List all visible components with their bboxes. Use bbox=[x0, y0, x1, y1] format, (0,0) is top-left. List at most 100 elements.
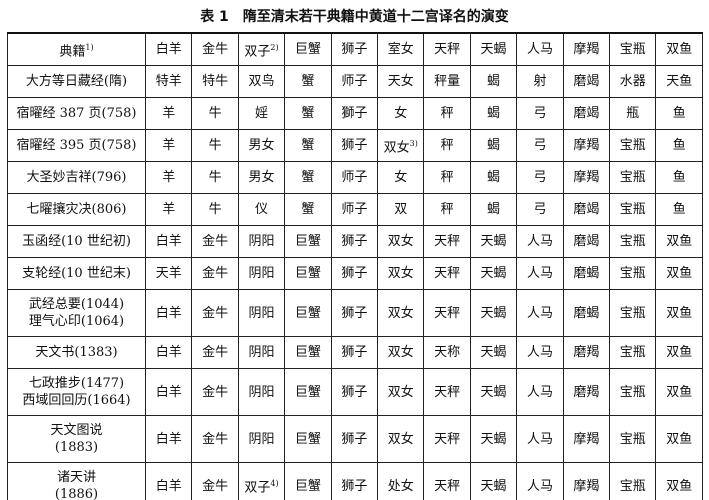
name-cell: 天秤 bbox=[423, 289, 471, 337]
name-cell: 师子 bbox=[330, 193, 379, 226]
name-cell: 双 bbox=[377, 193, 425, 226]
cell-text: 双鱼 bbox=[666, 478, 693, 494]
name-cell: 巨蟹 bbox=[284, 225, 332, 258]
cell-text: 秤 bbox=[440, 106, 454, 121]
cell-text: 牛 bbox=[208, 170, 222, 185]
name-cell: 巨蟹 bbox=[284, 257, 332, 290]
name-cell: 处女 bbox=[377, 462, 425, 500]
name-cell: 天女 bbox=[377, 65, 425, 98]
cell-text: 双女 bbox=[383, 140, 410, 156]
cell-text: 蟹 bbox=[301, 202, 315, 217]
name-cell: 婬 bbox=[237, 97, 286, 130]
cell-text: 阴阳 bbox=[248, 431, 275, 447]
name-cell: 磨竭 bbox=[562, 225, 611, 258]
cell-text: 磨羯 bbox=[573, 384, 600, 400]
cell-text: 女 bbox=[394, 170, 408, 185]
source-line: 七政推步(1477) bbox=[28, 376, 125, 391]
name-cell: 宝瓶 bbox=[609, 257, 657, 290]
name-cell: 天蝎 bbox=[469, 225, 518, 258]
cell-text: 蝎 bbox=[487, 202, 501, 217]
cell-text: 白羊 bbox=[155, 478, 182, 494]
name-cell: 宝瓶 bbox=[609, 336, 657, 369]
cell-text: 双女 bbox=[387, 431, 414, 447]
source-line: 七曜攘灾决(806) bbox=[26, 202, 127, 217]
name-cell: 双女 bbox=[377, 225, 425, 258]
cell-text: 双鸟 bbox=[248, 74, 275, 89]
cell-text: 男女 bbox=[248, 170, 275, 185]
cell-text: 狮子 bbox=[341, 234, 368, 249]
name-cell: 蝎 bbox=[469, 97, 518, 130]
footnote-mark: 1) bbox=[85, 42, 94, 52]
name-cell: 狮子 bbox=[330, 368, 379, 416]
name-cell: 摩羯 bbox=[562, 129, 611, 162]
header-cell: 天蝎 bbox=[469, 32, 518, 66]
cell-text: 金牛 bbox=[202, 431, 229, 447]
name-cell: 鱼 bbox=[655, 161, 703, 194]
cell-text: 天秤 bbox=[434, 431, 461, 447]
cell-text: 双鱼 bbox=[666, 42, 693, 57]
source-line: 支轮经(10 世纪末) bbox=[22, 266, 131, 281]
name-cell: 白羊 bbox=[144, 289, 193, 337]
cell-text: 弓 bbox=[533, 138, 547, 153]
zodiac-table: 典籍1) 白羊 金牛 双子2) 巨蟹 狮子 室女 天秤 天蝎 人马 摩羯 宝瓶 双鱼 大方等日藏经(隋) 特… bbox=[7, 32, 703, 500]
name-cell: 人马 bbox=[516, 289, 564, 337]
cell-text: 狮子 bbox=[341, 42, 368, 57]
cell-text: 处女 bbox=[387, 478, 414, 494]
name-cell: 白羊 bbox=[144, 336, 193, 369]
table-title: 表 1 隋至清末若干典籍中黄道十二宫译名的演变 bbox=[200, 9, 509, 25]
name-cell: 天称 bbox=[423, 336, 471, 369]
name-cell: 宝瓶 bbox=[609, 289, 657, 337]
cell-text: 师子 bbox=[341, 202, 368, 217]
name-cell: 双鱼 bbox=[655, 336, 703, 369]
cell-text: 天秤 bbox=[434, 266, 461, 281]
name-cell: 羊 bbox=[144, 193, 193, 226]
cell-text: 摩羯 bbox=[573, 431, 600, 447]
header-cell: 双鱼 bbox=[655, 32, 703, 66]
name-cell: 金牛 bbox=[191, 336, 239, 369]
cell-text: 白羊 bbox=[155, 384, 182, 400]
cell-text: 蟹 bbox=[301, 138, 315, 153]
cell-text: 宝瓶 bbox=[619, 234, 646, 249]
cell-text: 巨蟹 bbox=[294, 266, 321, 281]
name-cell: 弓 bbox=[516, 129, 564, 162]
header-cell: 人马 bbox=[516, 32, 564, 66]
cell-text: 磨羯 bbox=[573, 345, 600, 360]
cell-text: 瓶 bbox=[626, 106, 640, 121]
name-cell: 狮子 bbox=[330, 415, 379, 463]
cell-text: 宝瓶 bbox=[619, 431, 646, 447]
source-cell: 大方等日藏经(隋) bbox=[7, 65, 146, 98]
name-cell: 磨竭 bbox=[562, 65, 611, 98]
name-cell: 巨蟹 bbox=[284, 462, 332, 500]
cell-text: 天秤 bbox=[434, 234, 461, 249]
cell-text: 阴阳 bbox=[248, 234, 275, 249]
data-row: 宿曜经 395 页(758) 羊 牛 男女 蟹 狮子 双女3) 秤 蝎 弓 摩羯 宝瓶 鱼 bbox=[7, 129, 703, 162]
cell-text: 双鱼 bbox=[666, 431, 693, 447]
cell-text: 磨竭 bbox=[573, 202, 600, 217]
cell-text: 宝瓶 bbox=[619, 305, 646, 321]
cell-text: 獅子 bbox=[341, 106, 368, 121]
cell-text: 天蝎 bbox=[480, 384, 507, 400]
cell-text: 阴阳 bbox=[248, 266, 275, 281]
name-cell: 天蝎 bbox=[469, 257, 518, 290]
name-cell: 人马 bbox=[516, 462, 564, 500]
data-row: 大方等日藏经(隋) 特羊 特牛 双鸟 蟹 师子 天女 秤量 蝎 射 磨竭 水器 天鱼 bbox=[7, 65, 703, 98]
cell-text: 双女 bbox=[387, 305, 414, 321]
cell-text: 羊 bbox=[162, 106, 176, 121]
header-cell: 双子2) bbox=[237, 32, 286, 66]
source-line: 西域回回历(1664) bbox=[22, 393, 131, 408]
name-cell: 白羊 bbox=[144, 225, 193, 258]
cell-text: 天秤 bbox=[434, 478, 461, 494]
name-cell: 蟹 bbox=[284, 193, 332, 226]
name-cell: 阴阳 bbox=[237, 225, 286, 258]
cell-text: 天秤 bbox=[434, 305, 461, 321]
name-cell: 白羊 bbox=[144, 368, 193, 416]
header-cell: 白羊 bbox=[144, 32, 193, 66]
name-cell: 阴阳 bbox=[237, 257, 286, 290]
name-cell: 双鱼 bbox=[655, 462, 703, 500]
source-line: 宿曜经 387 页(758) bbox=[16, 106, 137, 121]
name-cell: 阴阳 bbox=[237, 336, 286, 369]
cell-text: 白羊 bbox=[155, 345, 182, 360]
cell-text: 蟹 bbox=[301, 74, 315, 89]
cell-text: 特牛 bbox=[202, 74, 229, 89]
name-cell: 双鱼 bbox=[655, 415, 703, 463]
